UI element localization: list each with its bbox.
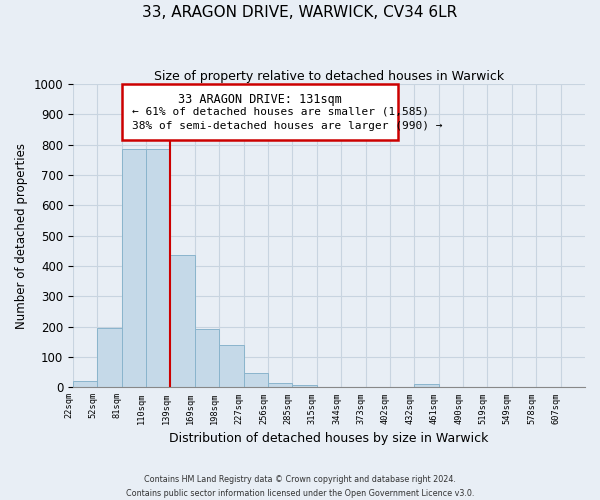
- Bar: [97, 328, 122, 388]
- Text: Contains HM Land Registry data © Crown copyright and database right 2024.
Contai: Contains HM Land Registry data © Crown c…: [126, 476, 474, 498]
- Bar: [195, 330, 219, 388]
- Y-axis label: Number of detached properties: Number of detached properties: [15, 142, 28, 328]
- Bar: [292, 385, 317, 388]
- Text: 33, ARAGON DRIVE, WARWICK, CV34 6LR: 33, ARAGON DRIVE, WARWICK, CV34 6LR: [142, 5, 458, 20]
- Bar: [170, 255, 195, 388]
- Title: Size of property relative to detached houses in Warwick: Size of property relative to detached ho…: [154, 70, 504, 83]
- Text: 33 ARAGON DRIVE: 131sqm: 33 ARAGON DRIVE: 131sqm: [178, 94, 342, 106]
- Bar: [146, 150, 170, 388]
- FancyBboxPatch shape: [122, 84, 398, 140]
- Bar: [244, 373, 268, 388]
- Bar: [73, 381, 97, 388]
- Bar: [415, 384, 439, 388]
- Bar: [268, 383, 292, 388]
- X-axis label: Distribution of detached houses by size in Warwick: Distribution of detached houses by size …: [169, 432, 488, 445]
- Text: 38% of semi-detached houses are larger (990) →: 38% of semi-detached houses are larger (…: [132, 120, 442, 130]
- Bar: [219, 345, 244, 388]
- Bar: [122, 150, 146, 388]
- Text: ← 61% of detached houses are smaller (1,585): ← 61% of detached houses are smaller (1,…: [132, 106, 429, 117]
